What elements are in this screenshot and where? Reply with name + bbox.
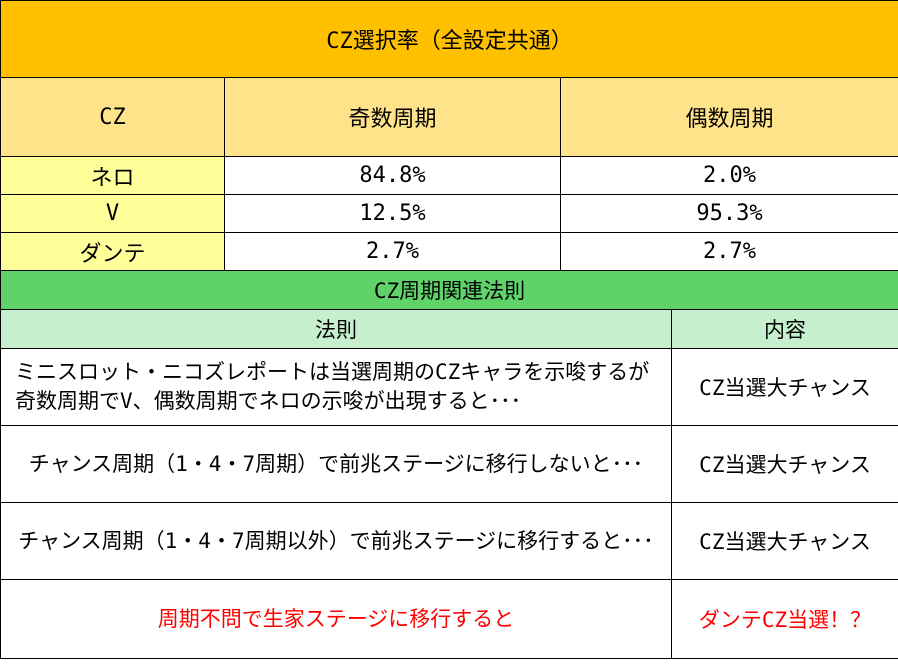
- rule-text: チャンス周期（1・4・7周期以外）で前兆ステージに移行すると･･･: [0, 502, 672, 580]
- rules-title: CZ周期関連法則: [0, 270, 898, 310]
- table-row: ネロ 84.8% 2.0%: [0, 156, 898, 195]
- rule-content: CZ当選大チャンス: [670, 425, 898, 503]
- table-row: 周期不問で生家ステージに移行すると ダンテCZ当選！？: [0, 579, 898, 659]
- cz-name: ダンテ: [0, 232, 225, 271]
- header-even-cycle: 偶数周期: [560, 77, 898, 157]
- header-odd-cycle: 奇数周期: [224, 77, 561, 157]
- table-row: チャンス周期（1・4・7周期以外）で前兆ステージに移行すると･･･ CZ当選大チ…: [0, 502, 898, 580]
- header-rule: 法則: [0, 309, 672, 349]
- selection-title: CZ選択率（全設定共通）: [0, 0, 898, 78]
- table-row: ダンテ 2.7% 2.7%: [0, 232, 898, 271]
- rule-content: CZ当選大チャンス: [670, 502, 898, 580]
- rule-content: CZ当選大チャンス: [670, 348, 898, 426]
- rule-text: ミニスロット・ニコズレポートは当選周期のCZキャラを示唆するが奇数周期でV、偶数…: [0, 348, 672, 426]
- rule-text: チャンス周期（1・4・7周期）で前兆ステージに移行しないと･･･: [0, 425, 672, 503]
- rule-text: 周期不問で生家ステージに移行すると: [0, 579, 672, 659]
- even-rate: 2.7%: [560, 232, 898, 271]
- odd-rate: 2.7%: [224, 232, 561, 271]
- cz-rules-table: CZ周期関連法則 法則 内容 ミニスロット・ニコズレポートは当選周期のCZキャラ…: [0, 270, 898, 659]
- cz-selection-table: CZ選択率（全設定共通） CZ 奇数周期 偶数周期 ネロ 84.8% 2.0% …: [0, 0, 898, 271]
- table-row: V 12.5% 95.3%: [0, 194, 898, 233]
- header-content: 内容: [670, 309, 898, 349]
- table-row: チャンス周期（1・4・7周期）で前兆ステージに移行しないと･･･ CZ当選大チャ…: [0, 425, 898, 503]
- header-cz: CZ: [0, 77, 225, 157]
- even-rate: 2.0%: [560, 156, 898, 195]
- table-row: ミニスロット・ニコズレポートは当選周期のCZキャラを示唆するが奇数周期でV、偶数…: [0, 348, 898, 426]
- odd-rate: 12.5%: [224, 194, 561, 233]
- odd-rate: 84.8%: [224, 156, 561, 195]
- cz-name: V: [0, 194, 225, 233]
- even-rate: 95.3%: [560, 194, 898, 233]
- cz-name: ネロ: [0, 156, 225, 195]
- rule-content: ダンテCZ当選！？: [670, 579, 898, 659]
